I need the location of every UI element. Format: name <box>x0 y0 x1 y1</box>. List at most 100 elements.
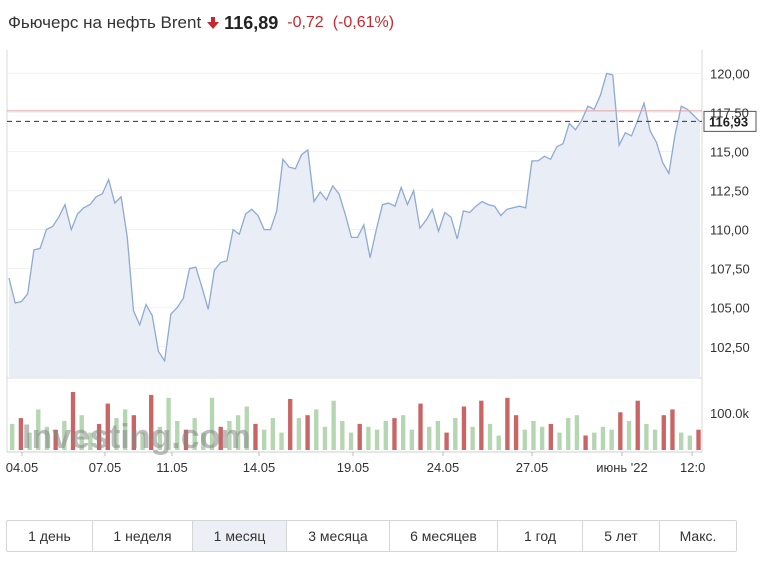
volume-bar <box>305 415 310 450</box>
volume-bar <box>453 418 458 450</box>
volume-bar <box>331 400 336 450</box>
volume-bar <box>322 426 328 450</box>
price-area <box>9 73 700 379</box>
instrument-title: Фьючерс на нефть Brent <box>8 13 202 32</box>
volume-bar <box>131 415 137 450</box>
volume-bar <box>175 421 180 450</box>
current-price-label: 116,93 <box>709 114 748 129</box>
volume-bar <box>592 432 597 450</box>
volume-bar <box>566 418 571 450</box>
volume-bar <box>18 418 24 450</box>
volume-bar <box>44 426 50 450</box>
volume-bar <box>661 415 666 450</box>
volume-bar <box>470 426 475 450</box>
volume-bar <box>288 398 293 450</box>
volume-bar <box>244 406 249 450</box>
watermark-logo: Investing.com <box>22 418 251 456</box>
volume-bar <box>279 432 284 450</box>
volume-bar <box>496 435 501 450</box>
period-6-months[interactable]: 6 месяцев <box>390 521 498 551</box>
y-tick-label: 107,50 <box>710 262 750 277</box>
volume-bar <box>149 394 154 450</box>
period-1-year[interactable]: 1 год <box>498 521 583 551</box>
y-axis: 120,00 117,50 115,00 112,50 110,00 107,50 105,… <box>710 66 750 421</box>
volume-bar <box>357 423 362 450</box>
y-tick-label: 110,00 <box>710 223 749 238</box>
volume-bar <box>487 423 493 450</box>
x-tick-label: 19.05 <box>337 460 370 475</box>
period-max[interactable]: Макс. <box>679 528 717 544</box>
y-tick-label: 102,50 <box>710 340 750 355</box>
volume-bar <box>427 426 432 450</box>
volume-bar <box>435 421 441 450</box>
volume-bar <box>157 426 163 450</box>
period-selector: 1 день 1 неделя 1 месяц 3 месяца 6 месяц… <box>6 520 737 552</box>
x-tick-label: 27.05 <box>516 460 549 475</box>
volume-bar <box>409 429 415 450</box>
volume-bar <box>79 415 84 450</box>
last-price: 116,89 <box>224 12 279 33</box>
y-tick-label: 117,50 <box>710 105 749 120</box>
price-change: -0,72 <box>287 14 324 31</box>
volume-bar <box>253 423 258 450</box>
volume-bar <box>53 429 58 450</box>
volume-bar <box>10 423 15 450</box>
volume-bar <box>62 421 67 450</box>
volume-bar <box>652 429 658 450</box>
volume-bar <box>105 403 110 450</box>
x-tick-label: июнь '22 <box>596 460 648 475</box>
period-1-day[interactable]: 1 день <box>7 521 93 551</box>
volume-bar <box>557 432 562 450</box>
volume-bar <box>479 400 484 450</box>
volume-bar <box>687 435 693 450</box>
period-1-week[interactable]: 1 неделя <box>93 521 193 551</box>
x-tick-label: 24.05 <box>427 460 460 475</box>
volume-bar <box>383 421 388 450</box>
volume-bar <box>218 426 223 450</box>
volume-bar <box>531 421 536 450</box>
x-tick-label: 04.05 <box>6 460 39 475</box>
volume-bar <box>678 432 684 450</box>
volume-bar <box>235 415 241 450</box>
x-tick-label: 07.05 <box>89 460 122 475</box>
x-tick-label: 14.05 <box>243 460 276 475</box>
volume-bar <box>27 432 32 450</box>
y-tick-label: 105,00 <box>710 301 750 316</box>
volume-bar <box>296 418 302 450</box>
volume-bar <box>609 429 614 450</box>
volume-bar <box>513 415 519 450</box>
volume-bar <box>261 429 267 450</box>
volume-bar <box>670 409 675 450</box>
period-5-years[interactable]: 5 лет <box>583 521 660 551</box>
x-axis: 04.05 07.05 11.05 14.05 19.05 24.05 27.05 июнь … <box>6 452 705 475</box>
volume-bar <box>227 421 232 450</box>
volume-bar <box>635 400 640 450</box>
price-series <box>8 72 701 379</box>
volume-bar <box>140 432 145 450</box>
volume-bar <box>600 426 606 450</box>
arrow-down-icon <box>207 17 220 29</box>
volume-bar <box>444 432 449 450</box>
y-tick-label: 115,00 <box>710 145 749 160</box>
volume-bar <box>70 392 76 450</box>
volume-bar <box>400 415 406 450</box>
volume-bar <box>348 432 354 450</box>
volume-bar <box>340 421 345 450</box>
volume-bar <box>418 403 423 450</box>
volume-bar <box>314 409 319 450</box>
volume-bar <box>505 397 510 450</box>
volume-bar <box>461 406 467 450</box>
reference-lines: 116,93 <box>7 110 757 132</box>
period-1-month[interactable]: 1 месяц <box>193 521 287 551</box>
volume-bar <box>270 418 276 450</box>
volume-bar <box>114 418 119 450</box>
volume-bar <box>88 432 93 450</box>
volume-bar <box>548 423 554 450</box>
instrument-header: Фьючерс на нефть Brent 116,89 -0,72 (-0,… <box>8 10 394 36</box>
price-chart[interactable]: Investing.com 116,93 120,00117,50115,001… <box>0 50 783 482</box>
period-3-months[interactable]: 3 месяца <box>287 521 390 551</box>
volume-bar <box>618 412 623 450</box>
volume-bar <box>539 426 545 450</box>
x-tick-label: 12:0 <box>680 460 705 475</box>
volume-tick-label: 100.0k <box>710 406 750 421</box>
